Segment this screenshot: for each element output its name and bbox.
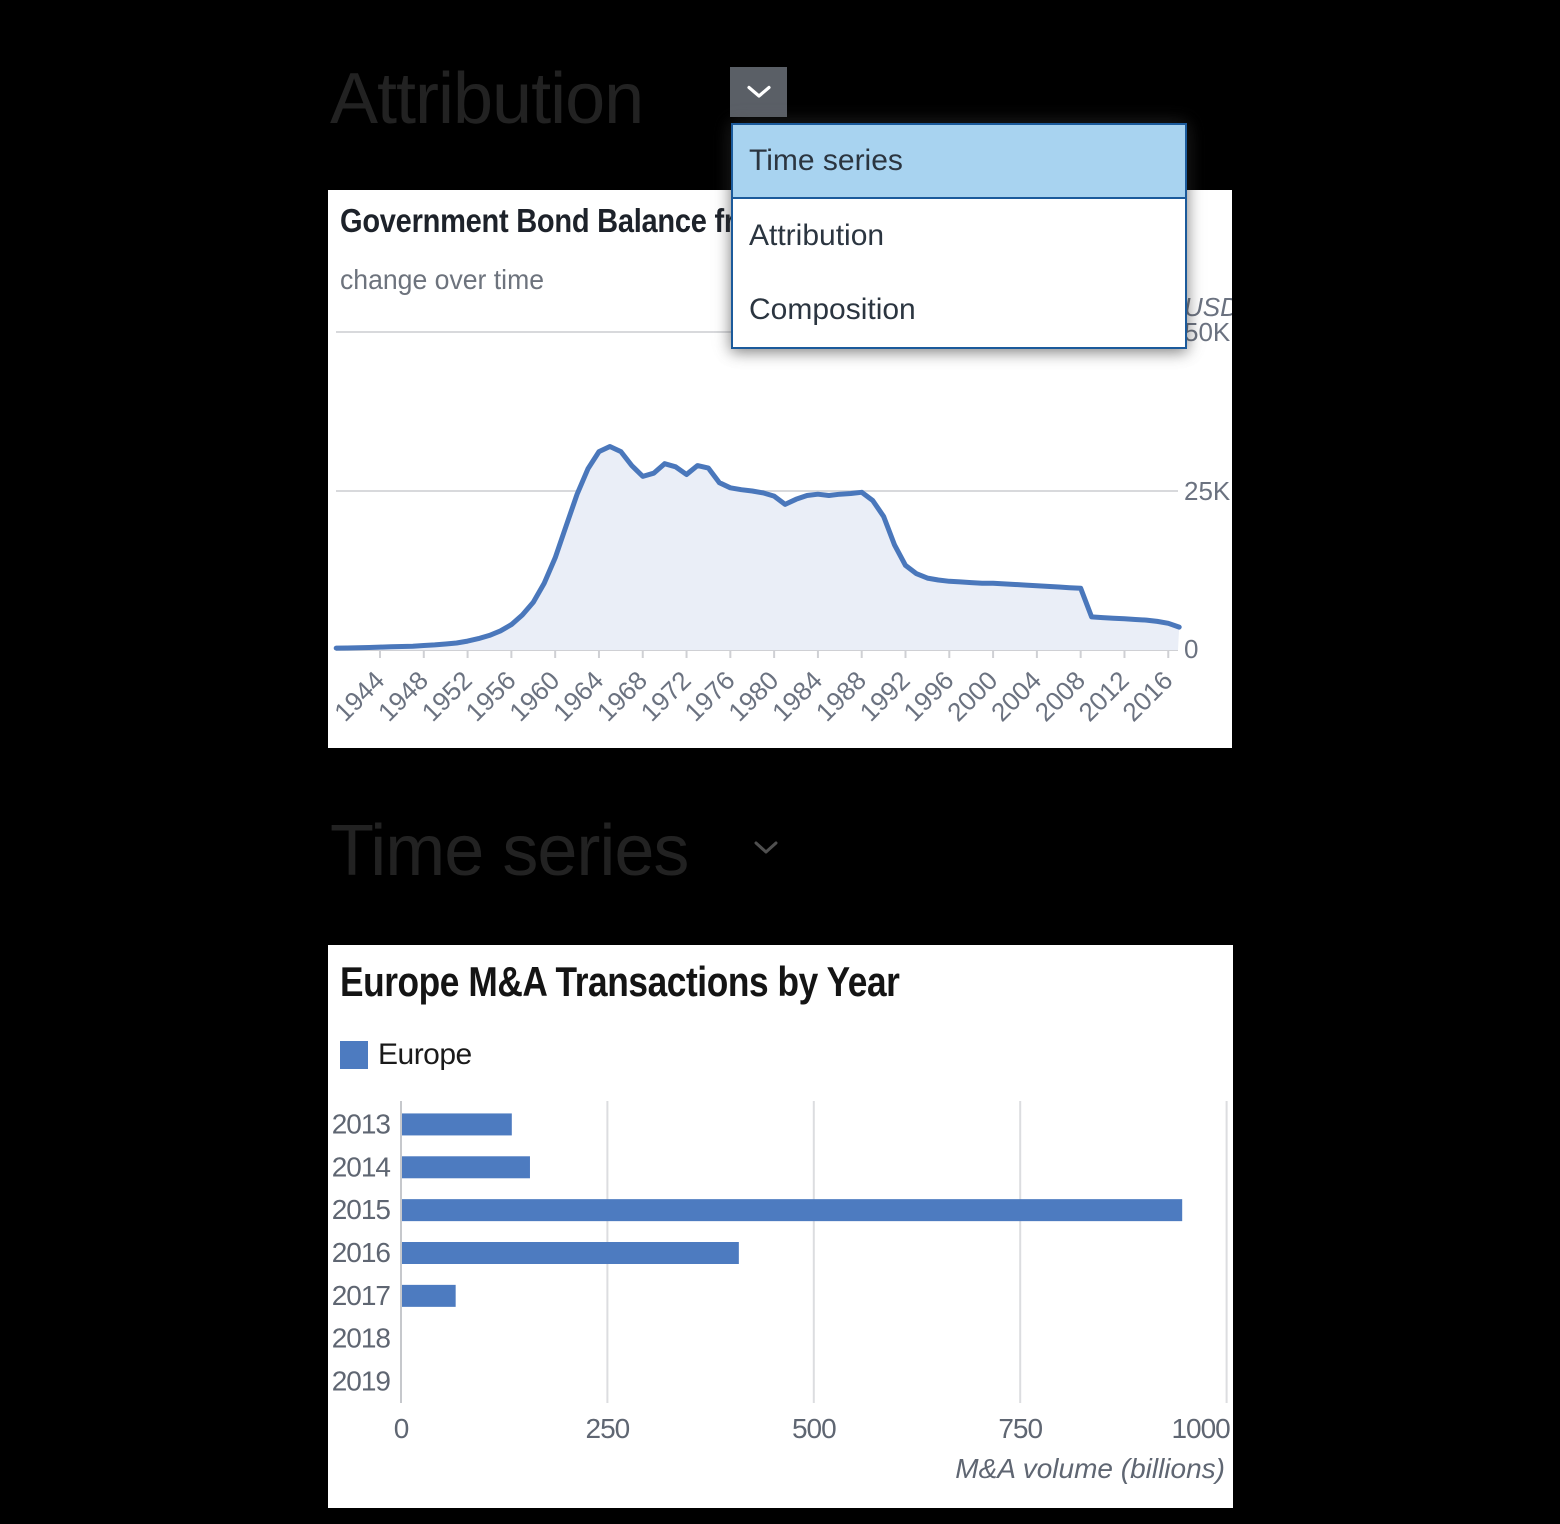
dropdown-menu: Time series Attribution Composition [731,123,1187,349]
svg-text:2013: 2013 [332,1108,391,1139]
legend[interactable]: Europe [340,1038,472,1072]
dropdown-toggle-button[interactable] [730,67,787,117]
bar-2017[interactable] [402,1284,456,1307]
svg-text:2019: 2019 [332,1366,391,1397]
bar-series[interactable] [402,1113,1183,1307]
chevron-down-icon[interactable] [752,840,780,856]
svg-text:1000: 1000 [1171,1413,1230,1444]
svg-text:2015: 2015 [332,1194,391,1225]
svg-text:2014: 2014 [332,1151,391,1182]
svg-text:2018: 2018 [332,1323,391,1354]
legend-label: Europe [378,1038,472,1071]
x-axis-labels: 1944194819521956196019641968197219761980… [328,665,1178,727]
bar-2015[interactable] [402,1199,1183,1222]
dropdown-item-composition[interactable]: Composition [733,273,1185,347]
chart-subtitle: change over time [340,264,545,295]
x-axis-labels: 0 250 500 750 1000 [394,1413,1231,1444]
bar-2016[interactable] [402,1242,739,1264]
area-series[interactable] [333,444,1182,651]
svg-text:2016: 2016 [332,1237,391,1268]
svg-text:USD: USD [1184,292,1232,322]
chart-title: Government Bond Balance fr [340,202,735,239]
svg-text:2017: 2017 [332,1280,391,1311]
dropdown-item-time-series[interactable]: Time series [733,125,1185,199]
svg-text:750: 750 [998,1413,1042,1444]
svg-text:500: 500 [792,1413,836,1444]
legend-swatch [340,1041,368,1069]
y-axis-labels: USD50K 25K 0 [1184,292,1232,664]
section-heading-attribution: Attribution [330,59,644,139]
chart-card-ma-transactions: 2013 2014 2015 2016 2017 2018 2019 0 250 500 750 10… [328,945,1233,1508]
chart-title: Europe M&A Transactions by Year [340,958,900,1005]
svg-text:0: 0 [394,1413,409,1444]
svg-text:0: 0 [1184,634,1198,664]
area-chart: 1944194819521956196019641968197219761980… [328,292,1232,727]
dropdown-item-attribution[interactable]: Attribution [733,199,1185,273]
svg-text:50K: 50K [1184,317,1231,347]
chevron-down-icon [746,85,771,98]
svg-text:25K: 25K [1184,476,1231,506]
svg-text:250: 250 [586,1413,630,1444]
bar-2013[interactable] [402,1113,512,1136]
svg-text:2016: 2016 [1116,665,1178,727]
x-axis-title: M&A volume (billions) [955,1453,1225,1484]
category-labels: 2013 2014 2015 2016 2017 2018 2019 [332,1108,392,1397]
bar-2014[interactable] [402,1156,530,1179]
section-heading-time-series: Time series [330,811,689,891]
